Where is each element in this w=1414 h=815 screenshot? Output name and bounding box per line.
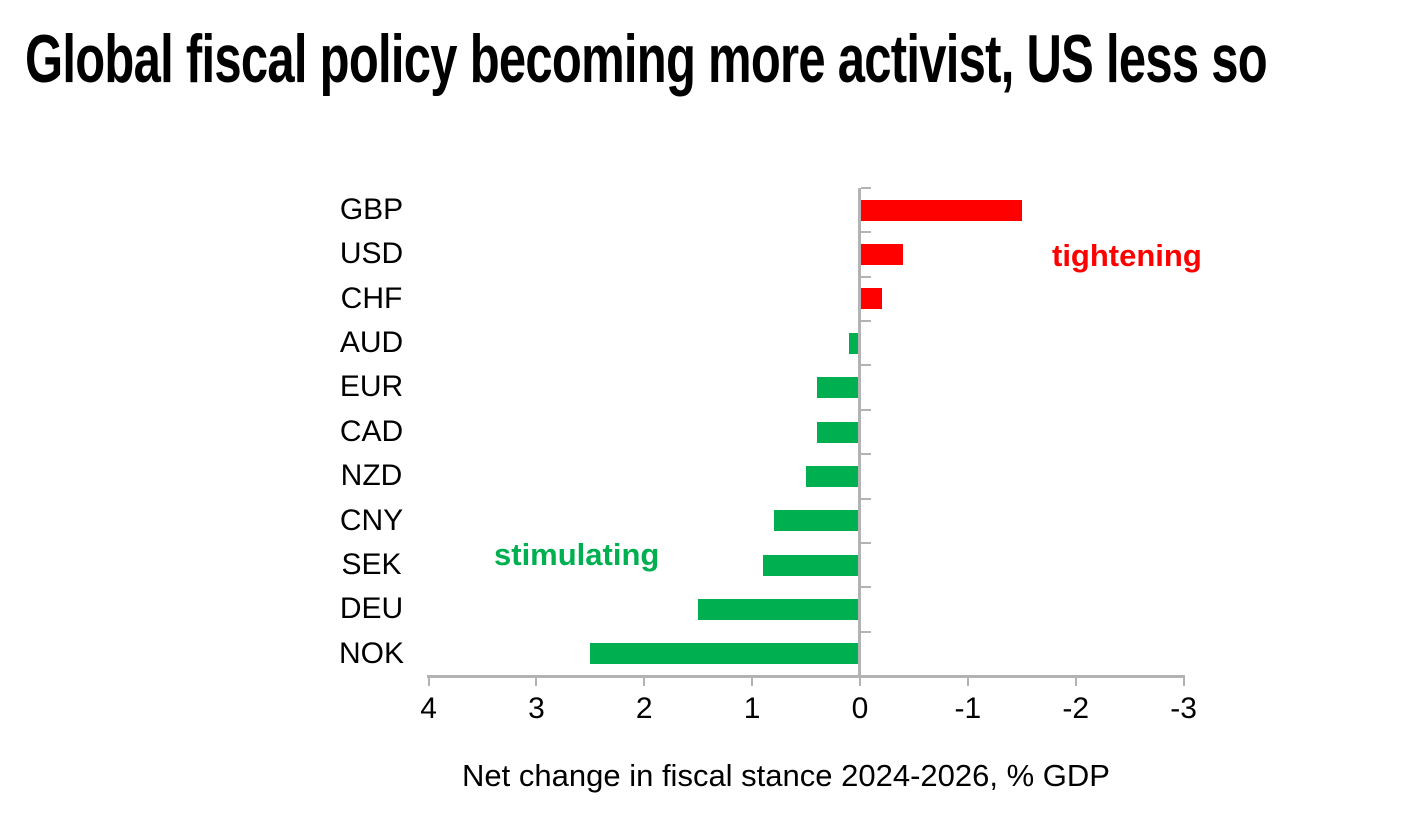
x-tick-4 xyxy=(427,678,430,686)
category-label-cny: CNY xyxy=(339,503,404,537)
category-boundary-tick xyxy=(861,408,871,411)
category-boundary-tick xyxy=(861,275,871,278)
category-label-nok: NOK xyxy=(338,636,404,670)
bar-cny xyxy=(773,510,860,532)
category-boundary-tick xyxy=(861,497,871,500)
category-boundary-tick xyxy=(861,630,871,633)
x-tick-0 xyxy=(859,678,861,686)
page-title: Global fiscal policy becoming more activ… xyxy=(25,21,1268,97)
zero-baseline xyxy=(858,188,861,678)
bar-usd xyxy=(860,244,904,266)
x-tick-label-1: 1 xyxy=(743,692,761,725)
category-label-nzd: NZD xyxy=(340,459,403,493)
x-tick-label--2: -2 xyxy=(1062,692,1090,725)
x-tick--3 xyxy=(1182,678,1185,686)
bar-aud xyxy=(849,332,860,354)
category-label-eur: EUR xyxy=(339,370,404,404)
category-label-cad: CAD xyxy=(339,414,404,448)
category-boundary-tick xyxy=(861,453,871,456)
category-label-chf: CHF xyxy=(340,281,403,315)
x-tick--1 xyxy=(966,678,969,686)
bar-eur xyxy=(816,377,860,399)
x-tick-3 xyxy=(535,678,538,686)
x-tick-label-3: 3 xyxy=(528,692,545,725)
x-tick-label-2: 2 xyxy=(635,692,653,725)
x-tick-label-0: 0 xyxy=(851,692,869,725)
category-boundary-tick xyxy=(861,364,871,367)
category-label-gbp: GBP xyxy=(339,193,404,226)
annotation-stimulating: stimulating xyxy=(494,537,660,572)
x-axis-title: Net change in fiscal stance 2024-2026, %… xyxy=(462,758,1110,793)
bar-nzd xyxy=(806,465,860,487)
bar-sek xyxy=(762,554,860,576)
category-boundary-tick xyxy=(861,231,871,234)
x-tick-label--3: -3 xyxy=(1170,692,1197,725)
category-boundary-tick xyxy=(861,586,871,589)
bar-cad xyxy=(816,421,860,443)
annotation-tightening: tightening xyxy=(1052,238,1202,273)
x-tick-2 xyxy=(643,678,646,686)
category-boundary-tick xyxy=(861,320,871,323)
x-tick-label-4: 4 xyxy=(420,692,437,725)
category-boundary-tick xyxy=(861,187,871,189)
bar-chf xyxy=(860,288,882,310)
category-label-deu: DEU xyxy=(339,592,404,626)
bar-gbp xyxy=(860,199,1022,221)
x-tick--2 xyxy=(1074,678,1077,686)
bar-nok xyxy=(590,643,860,665)
category-label-usd: USD xyxy=(339,237,404,271)
bar-deu xyxy=(698,598,860,620)
category-label-sek: SEK xyxy=(341,547,402,581)
category-boundary-tick xyxy=(861,541,871,544)
x-tick-label--1: -1 xyxy=(954,692,982,725)
x-tick-1 xyxy=(751,678,754,686)
x-axis-line xyxy=(427,675,1185,678)
category-label-aud: AUD xyxy=(339,326,404,360)
